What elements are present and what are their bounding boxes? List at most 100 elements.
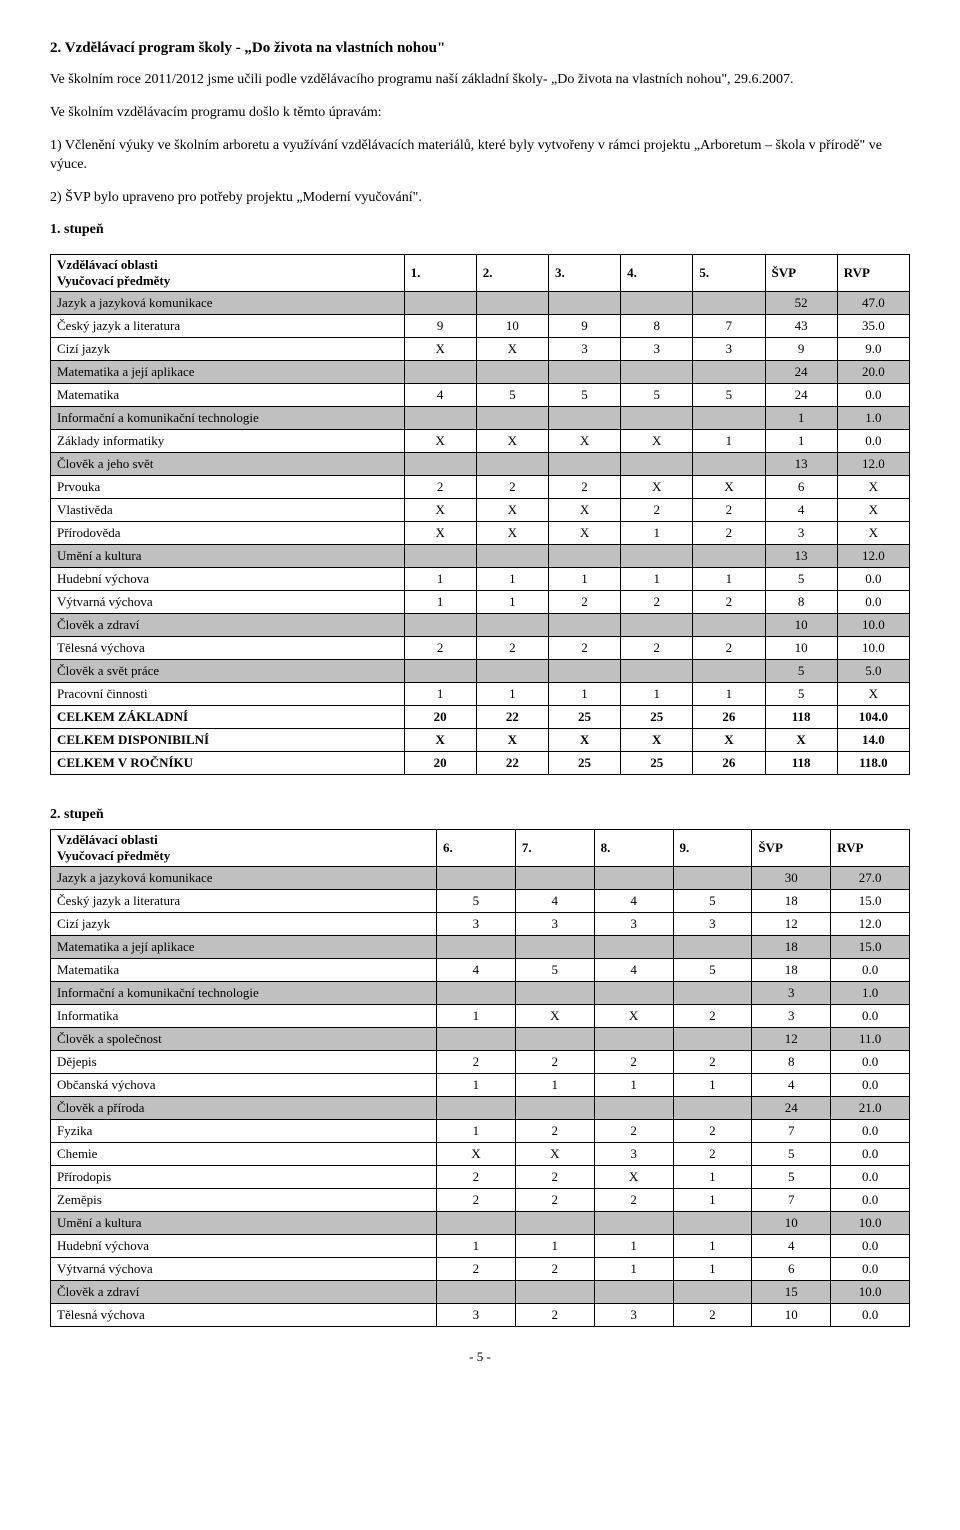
row-cell xyxy=(548,361,620,384)
table-row: CELKEM DISPONIBILNÍXXXXXX14.0 xyxy=(51,729,910,752)
row-cell: 0.0 xyxy=(831,1189,910,1212)
row-cell: 2 xyxy=(621,637,693,660)
row-cell xyxy=(476,361,548,384)
row-cell: 1 xyxy=(437,1074,516,1097)
row-cell: 5 xyxy=(752,1143,831,1166)
row-cell: 3 xyxy=(515,913,594,936)
row-cell xyxy=(515,867,594,890)
row-cell: 9 xyxy=(765,338,837,361)
row-cell: 0.0 xyxy=(831,1074,910,1097)
table-row: Pracovní činnosti111115X xyxy=(51,683,910,706)
intro-paragraph-1: Ve školním roce 2011/2012 jsme učili pod… xyxy=(50,71,910,90)
row-cell xyxy=(673,1028,752,1051)
row-cell: 26 xyxy=(693,706,765,729)
table-row: Jazyk a jazyková komunikace5247.0 xyxy=(51,292,910,315)
row-cell: 0.0 xyxy=(831,1005,910,1028)
row-cell xyxy=(594,936,673,959)
row-cell: 11.0 xyxy=(831,1028,910,1051)
row-cell: 18 xyxy=(752,890,831,913)
row-cell: 2 xyxy=(515,1120,594,1143)
row-label: Přírodopis xyxy=(51,1166,437,1189)
row-cell xyxy=(673,1212,752,1235)
row-cell xyxy=(437,1281,516,1304)
row-cell: X xyxy=(404,499,476,522)
row-label: Hudební výchova xyxy=(51,568,405,591)
table-row: Zeměpis222170.0 xyxy=(51,1189,910,1212)
row-cell: 8 xyxy=(621,315,693,338)
row-cell: X xyxy=(404,430,476,453)
table-row: Člověk a zdraví1010.0 xyxy=(51,614,910,637)
row-label: Matematika xyxy=(51,959,437,982)
row-cell: 1 xyxy=(621,683,693,706)
table-row: Výtvarná výchova221160.0 xyxy=(51,1258,910,1281)
table-row: Člověk a jeho svět1312.0 xyxy=(51,453,910,476)
row-cell: X xyxy=(837,476,909,499)
table-row: Výtvarná výchova1122280.0 xyxy=(51,591,910,614)
row-cell: 4 xyxy=(437,959,516,982)
table-row: Informatika1XX230.0 xyxy=(51,1005,910,1028)
row-cell: 0.0 xyxy=(831,1120,910,1143)
row-label: Prvouka xyxy=(51,476,405,499)
row-label: Jazyk a jazyková komunikace xyxy=(51,292,405,315)
table-row: Informační a komunikační technologie31.0 xyxy=(51,982,910,1005)
row-cell: 3 xyxy=(594,1143,673,1166)
row-label: Pracovní činnosti xyxy=(51,683,405,706)
table-row: Fyzika122270.0 xyxy=(51,1120,910,1143)
table-header-col: RVP xyxy=(837,255,909,292)
row-label: Matematika xyxy=(51,384,405,407)
row-cell: 13 xyxy=(765,545,837,568)
row-cell: 2 xyxy=(437,1051,516,1074)
row-cell: X xyxy=(476,522,548,545)
table-header-col: 4. xyxy=(621,255,693,292)
row-cell: 5 xyxy=(765,568,837,591)
row-cell: 5 xyxy=(752,1166,831,1189)
table-row: Informační a komunikační technologie11.0 xyxy=(51,407,910,430)
row-cell xyxy=(594,1097,673,1120)
row-cell xyxy=(404,292,476,315)
row-cell xyxy=(594,1281,673,1304)
row-cell: 2 xyxy=(548,476,620,499)
row-cell: 2 xyxy=(476,637,548,660)
table-row: Dějepis222280.0 xyxy=(51,1051,910,1074)
row-cell: 1 xyxy=(548,683,620,706)
row-cell: 1 xyxy=(548,568,620,591)
row-cell: 21.0 xyxy=(831,1097,910,1120)
row-cell: 10.0 xyxy=(837,614,909,637)
row-cell: 1 xyxy=(673,1189,752,1212)
table-header-col: 9. xyxy=(673,830,752,867)
row-cell: 7 xyxy=(752,1120,831,1143)
row-cell: 4 xyxy=(515,890,594,913)
row-cell: X xyxy=(404,729,476,752)
row-cell: 35.0 xyxy=(837,315,909,338)
table-row: Matematika4545180.0 xyxy=(51,959,910,982)
row-cell xyxy=(476,453,548,476)
table-header-col: 5. xyxy=(693,255,765,292)
row-cell: X xyxy=(476,499,548,522)
row-cell xyxy=(673,867,752,890)
row-cell: 2 xyxy=(437,1258,516,1281)
row-cell: 10.0 xyxy=(831,1281,910,1304)
row-label: Český jazyk a literatura xyxy=(51,890,437,913)
row-cell xyxy=(621,292,693,315)
row-cell: 0.0 xyxy=(831,1143,910,1166)
row-cell: 3 xyxy=(437,1304,516,1327)
table-header-col: ŠVP xyxy=(752,830,831,867)
section-title: 2. Vzdělávací program školy - „Do života… xyxy=(50,40,910,57)
table-row: VlastivědaXXX224X xyxy=(51,499,910,522)
row-cell: 1 xyxy=(437,1235,516,1258)
row-cell: 118 xyxy=(765,752,837,775)
row-cell: 4 xyxy=(752,1074,831,1097)
row-cell: 1 xyxy=(515,1235,594,1258)
row-cell: 0.0 xyxy=(831,959,910,982)
row-label: Matematika a její aplikace xyxy=(51,361,405,384)
row-cell: 1 xyxy=(404,683,476,706)
row-cell: 3 xyxy=(548,338,620,361)
row-cell xyxy=(548,453,620,476)
row-cell: 3 xyxy=(594,913,673,936)
row-cell: 1.0 xyxy=(831,982,910,1005)
table-row: Cizí jazyk33331212.0 xyxy=(51,913,910,936)
row-cell: 1 xyxy=(673,1166,752,1189)
table-row: Český jazyk a literatura9109874335.0 xyxy=(51,315,910,338)
table-header-col: ŠVP xyxy=(765,255,837,292)
row-cell: 1 xyxy=(594,1258,673,1281)
